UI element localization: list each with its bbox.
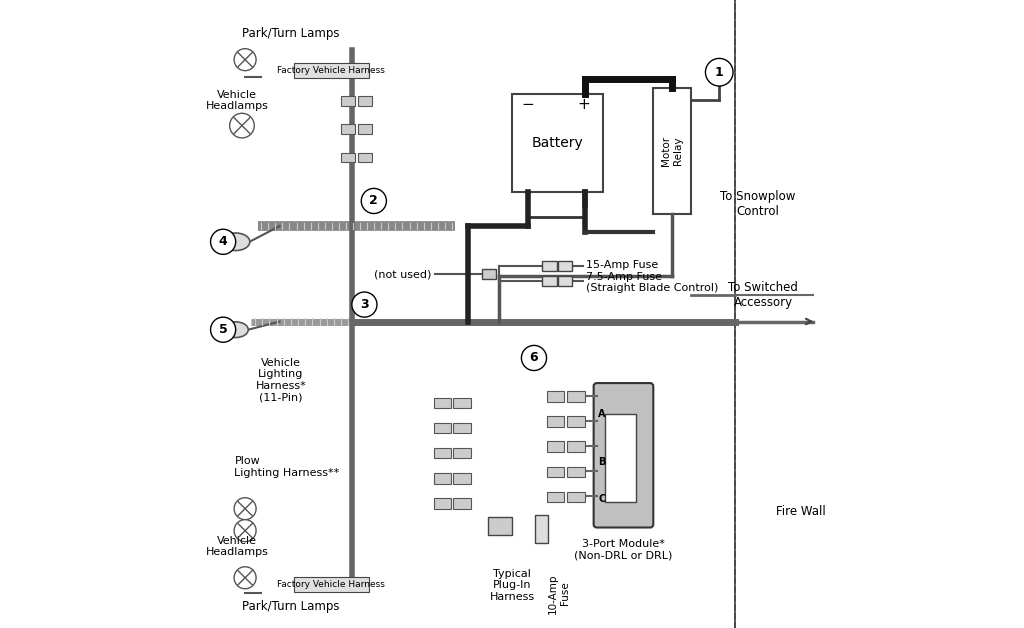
Text: Park/Turn Lamps: Park/Turn Lamps	[243, 27, 340, 40]
FancyBboxPatch shape	[358, 96, 372, 106]
Text: Vehicle
Headlamps: Vehicle Headlamps	[206, 536, 268, 557]
FancyBboxPatch shape	[341, 96, 355, 106]
Text: 7.5-Amp Fuse
(Straight Blade Control): 7.5-Amp Fuse (Straight Blade Control)	[586, 272, 719, 293]
FancyBboxPatch shape	[488, 517, 512, 535]
FancyBboxPatch shape	[433, 448, 452, 458]
Circle shape	[234, 566, 256, 589]
FancyBboxPatch shape	[433, 473, 452, 484]
FancyBboxPatch shape	[453, 423, 471, 433]
FancyBboxPatch shape	[594, 383, 653, 528]
Text: Fire Wall: Fire Wall	[776, 506, 825, 518]
FancyBboxPatch shape	[341, 124, 355, 134]
FancyBboxPatch shape	[453, 498, 471, 509]
FancyBboxPatch shape	[198, 0, 826, 628]
Circle shape	[229, 113, 254, 138]
Circle shape	[234, 497, 256, 519]
FancyBboxPatch shape	[558, 276, 572, 286]
Text: Vehicle
Headlamps: Vehicle Headlamps	[206, 90, 268, 111]
Circle shape	[706, 58, 733, 86]
Text: +: +	[578, 97, 591, 112]
Text: C: C	[598, 494, 605, 504]
Circle shape	[521, 345, 547, 371]
FancyBboxPatch shape	[547, 391, 564, 402]
Text: 3-Port Module*
(Non-DRL or DRL): 3-Port Module* (Non-DRL or DRL)	[574, 539, 673, 560]
FancyBboxPatch shape	[536, 515, 548, 543]
Ellipse shape	[223, 322, 248, 338]
Text: 6: 6	[529, 352, 539, 364]
FancyBboxPatch shape	[453, 473, 471, 484]
FancyBboxPatch shape	[567, 492, 585, 502]
Text: 1: 1	[715, 66, 724, 78]
FancyBboxPatch shape	[558, 261, 572, 271]
Text: Plow
Lighting Harness**: Plow Lighting Harness**	[234, 457, 340, 478]
Text: To Switched
Accessory: To Switched Accessory	[728, 281, 798, 309]
FancyBboxPatch shape	[653, 88, 691, 214]
FancyBboxPatch shape	[453, 398, 471, 408]
FancyBboxPatch shape	[567, 391, 585, 402]
FancyBboxPatch shape	[358, 124, 372, 134]
FancyBboxPatch shape	[294, 577, 369, 592]
Text: Typical
Plug-In
Harness: Typical Plug-In Harness	[489, 569, 535, 602]
Text: A: A	[598, 409, 605, 420]
Text: (not used): (not used)	[374, 269, 432, 279]
Text: Factory Vehicle Harness: Factory Vehicle Harness	[278, 66, 385, 75]
Text: B: B	[598, 457, 605, 467]
Circle shape	[361, 188, 386, 214]
FancyBboxPatch shape	[547, 441, 564, 452]
FancyBboxPatch shape	[341, 153, 355, 162]
FancyBboxPatch shape	[294, 63, 369, 78]
FancyBboxPatch shape	[547, 467, 564, 477]
Text: To Snowplow
Control: To Snowplow Control	[721, 190, 796, 218]
FancyBboxPatch shape	[605, 414, 636, 502]
Ellipse shape	[221, 233, 250, 251]
Text: Park/Turn Lamps: Park/Turn Lamps	[243, 600, 340, 612]
FancyBboxPatch shape	[433, 498, 452, 509]
Text: 4: 4	[219, 236, 227, 248]
FancyBboxPatch shape	[567, 416, 585, 427]
FancyBboxPatch shape	[482, 269, 497, 279]
Circle shape	[234, 520, 256, 541]
FancyBboxPatch shape	[542, 276, 557, 286]
Text: Motor
Relay: Motor Relay	[662, 136, 683, 166]
Text: Battery: Battery	[531, 136, 584, 150]
FancyBboxPatch shape	[512, 94, 603, 192]
FancyBboxPatch shape	[547, 416, 564, 427]
Circle shape	[234, 48, 256, 70]
Text: 15-Amp Fuse: 15-Amp Fuse	[586, 260, 658, 270]
Text: −: −	[521, 97, 535, 112]
FancyBboxPatch shape	[453, 448, 471, 458]
Text: 5: 5	[219, 323, 227, 336]
Text: 3: 3	[360, 298, 369, 311]
FancyBboxPatch shape	[358, 153, 372, 162]
Circle shape	[211, 317, 236, 342]
Text: Factory Vehicle Harness: Factory Vehicle Harness	[278, 580, 385, 588]
FancyBboxPatch shape	[567, 441, 585, 452]
Circle shape	[352, 292, 377, 317]
Text: 10-Amp
Fuse: 10-Amp Fuse	[548, 573, 570, 614]
FancyBboxPatch shape	[542, 261, 557, 271]
Circle shape	[211, 229, 236, 254]
FancyBboxPatch shape	[433, 423, 452, 433]
FancyBboxPatch shape	[433, 398, 452, 408]
FancyBboxPatch shape	[547, 492, 564, 502]
Text: 2: 2	[370, 195, 378, 207]
FancyBboxPatch shape	[567, 467, 585, 477]
Text: Vehicle
Lighting
Harness*
(11-Pin): Vehicle Lighting Harness* (11-Pin)	[256, 357, 306, 403]
